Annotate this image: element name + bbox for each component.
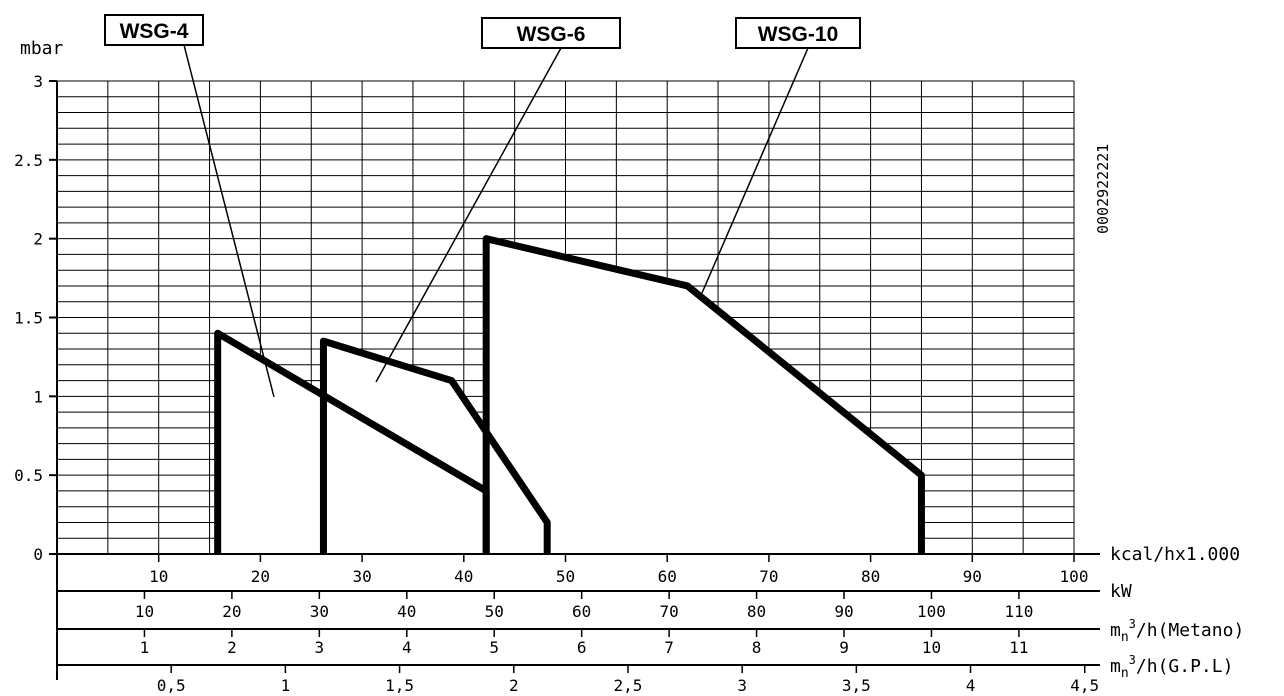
secondary-axis-tick-label: 20 [222,602,241,621]
x-unit-kcal: kcal/hx1.000 [1110,544,1240,565]
x-tick-label-kcal: 30 [352,567,371,586]
y-tick-label: 1 [33,387,43,406]
x-tick-label-kcal: 10 [149,567,168,586]
secondary-axis-unit: mn3/h(G.P.L) [1110,653,1233,681]
secondary-axis-tick-label: 3,5 [842,676,871,695]
secondary-axis-tick-label: 50 [485,602,504,621]
series-line-wsg-10 [482,235,925,554]
secondary-axis-tick-label: 30 [310,602,329,621]
secondary-axis-tick-label: 2 [227,638,237,657]
series-fill-wsg-10 [486,238,922,554]
model-label-wsg-6: WSG-6 [517,23,586,46]
secondary-axis-tick-label: 1 [281,676,291,695]
secondary-axis-tick-label: 8 [752,638,762,657]
y-tick-label: 2.5 [14,151,43,170]
model-label-box-wsg-10 [735,17,861,49]
x-tick-label-kcal: 100 [1060,567,1089,586]
model-label-wsg-4: WSG-4 [120,20,189,43]
secondary-axis-tick-label: 4 [966,676,976,695]
leader-line-wsg-10 [701,47,809,294]
secondary-axis-tick-label: 10 [922,638,941,657]
secondary-axis-tick-label: 10 [135,602,154,621]
chart-series [214,235,925,554]
secondary-axis-tick-label: 3 [737,676,747,695]
secondary-axis-tick-label: 6 [577,638,587,657]
secondary-axis-tick-label: 70 [659,602,678,621]
x-tick-label-kcal: 50 [556,567,575,586]
secondary-axis-unit: kW [1110,581,1132,602]
model-label-box-wsg-6 [481,17,621,49]
secondary-axis-tick-label: 2 [509,676,519,695]
y-tick-label: 3 [33,72,43,91]
y-unit-label: mbar [20,38,64,59]
y-tick-label: 2 [33,230,43,249]
model-label-box-wsg-4 [104,14,204,46]
x-tick-label-kcal: 90 [963,567,982,586]
x-tick-label-kcal: 40 [454,567,473,586]
secondary-axis-tick-label: 110 [1004,602,1033,621]
x-tick-label-kcal: 60 [658,567,677,586]
secondary-axis-tick-label: 9 [839,638,849,657]
leader-line-wsg-4 [183,44,275,398]
series-line-wsg-6 [319,337,551,554]
leader-line-wsg-6 [375,47,562,383]
x-tick-label-kcal: 80 [861,567,880,586]
chart-labels: 0 0.5 1 1.5 2 2.5 3 mbar 10 20 30 40 50 60 70 80 90 100 kc… [14,14,1244,695]
secondary-axis-tick-label: 0,5 [157,676,186,695]
x-tick-label-kcal: 70 [759,567,778,586]
secondary-axis-tick-label: 1,5 [385,676,414,695]
secondary-axis-tick-label: 4 [402,638,412,657]
model-label-wsg-10: WSG-10 [758,23,839,46]
x-tick-label-kcal: 20 [251,567,270,586]
chart-axes [49,80,1100,680]
secondary-axis-tick-label: 5 [489,638,499,657]
secondary-axis-tick-label: 80 [747,602,766,621]
y-tick-label: 0.5 [14,466,43,485]
secondary-axis-tick-label: 60 [572,602,591,621]
secondary-axis-tick-label: 7 [664,638,674,657]
y-tick-label: 1.5 [14,309,43,328]
label-leader-lines [183,44,809,398]
secondary-axis-tick-label: 90 [834,602,853,621]
secondary-axis-tick-label: 2,5 [614,676,643,695]
secondary-axis-tick-label: 3 [315,638,325,657]
secondary-axis-tick-label: 1 [140,638,150,657]
y-tick-label: 0 [33,545,43,564]
diagram-code: 0002922221 [1094,144,1112,234]
secondary-axis-tick-label: 4,5 [1070,676,1099,695]
secondary-axis-tick-label: 100 [917,602,946,621]
secondary-axis-tick-label: 11 [1009,638,1028,657]
secondary-axis-unit: mn3/h(Metano) [1110,617,1244,645]
secondary-axis-tick-label: 40 [397,602,416,621]
